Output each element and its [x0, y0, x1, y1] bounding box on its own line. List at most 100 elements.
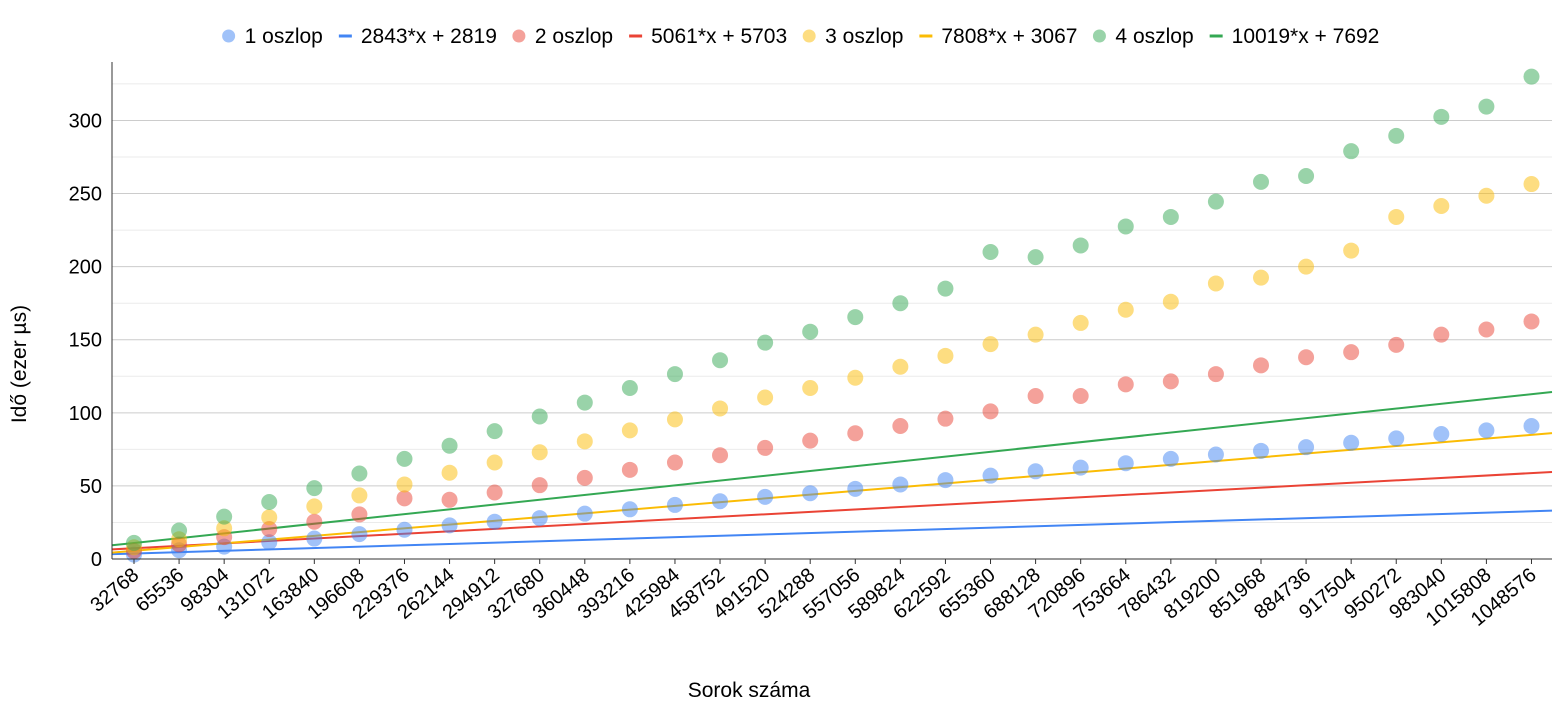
data-point	[486, 423, 503, 440]
data-point	[396, 476, 413, 493]
x-tick-label: 65536	[132, 564, 189, 617]
data-point	[1117, 455, 1134, 472]
data-point	[621, 422, 638, 439]
data-point	[847, 369, 864, 386]
data-point	[1162, 208, 1179, 225]
legend-item-trendline: 10019*x + 7692	[1209, 25, 1379, 48]
legend-label: 5061*x + 5703	[651, 25, 787, 48]
y-tick-label: 200	[69, 257, 102, 279]
data-point	[1117, 218, 1134, 235]
data-point	[1253, 357, 1269, 374]
data-point	[1162, 450, 1179, 467]
data-point	[621, 379, 638, 396]
x-axis-title: Sorok száma	[688, 679, 811, 702]
legend-item-series: 4 oszlop	[1092, 25, 1194, 48]
legend-marker	[1092, 29, 1106, 43]
data-point	[441, 437, 458, 454]
data-points	[126, 68, 1540, 563]
data-point	[802, 432, 819, 449]
data-point	[712, 352, 729, 369]
y-tick-label: 50	[80, 476, 102, 498]
data-point	[576, 505, 593, 522]
data-point	[261, 534, 278, 551]
data-point	[216, 508, 233, 525]
legend-item-series: 3 oszlop	[802, 25, 903, 48]
gridlines	[112, 83, 1552, 523]
data-point	[441, 464, 458, 481]
data-point	[666, 411, 683, 428]
data-point	[1343, 143, 1360, 160]
trendline	[111, 391, 1553, 547]
data-point	[351, 487, 368, 504]
x-tick-label: 32768	[86, 564, 143, 617]
y-tick-label: 100	[69, 403, 102, 425]
data-point	[1478, 98, 1495, 115]
data-point	[1117, 301, 1134, 318]
data-point	[802, 379, 819, 396]
data-point	[306, 513, 323, 530]
data-point	[396, 521, 413, 538]
data-point	[126, 534, 142, 551]
data-point	[1207, 366, 1224, 383]
data-point	[1523, 417, 1540, 434]
data-point	[802, 323, 819, 340]
data-point	[937, 472, 954, 489]
data-point	[531, 510, 548, 527]
data-point	[712, 447, 729, 464]
data-point	[1117, 376, 1134, 393]
data-point	[216, 520, 233, 537]
legend-label: 2843*x + 2819	[361, 25, 497, 48]
data-point	[1298, 439, 1315, 456]
data-point	[1298, 258, 1315, 275]
legend-label: 1 oszlop	[245, 25, 323, 48]
trendline	[111, 470, 1553, 551]
data-point	[576, 433, 593, 450]
data-point	[1207, 275, 1224, 292]
data-point	[576, 394, 593, 411]
legend: 1 oszlop 2843*x + 2819 2 oszlop 5061*x + 57…	[222, 25, 1379, 48]
legend-label: 2 oszlop	[535, 25, 613, 48]
data-point	[982, 336, 999, 353]
data-point	[621, 501, 638, 518]
data-point	[712, 400, 729, 417]
data-point	[757, 334, 774, 351]
data-point	[847, 425, 864, 442]
data-point	[666, 366, 683, 383]
data-point	[1027, 326, 1044, 343]
data-point	[1388, 208, 1405, 225]
data-point	[441, 491, 458, 508]
data-point	[1388, 336, 1405, 353]
data-point	[486, 454, 503, 471]
data-point	[351, 526, 368, 543]
data-point	[982, 467, 999, 484]
y-tick-label: 0	[91, 549, 102, 571]
data-point	[802, 485, 819, 502]
data-point	[666, 454, 683, 471]
trendline	[111, 432, 1553, 554]
legend-item-series: 1 oszlop	[222, 25, 323, 48]
data-point	[531, 444, 548, 461]
legend-item-series: 2 oszlop	[512, 25, 613, 48]
legend-label: 4 oszlop	[1115, 25, 1193, 48]
data-point	[847, 309, 864, 326]
data-point	[666, 496, 683, 513]
data-point	[261, 493, 278, 510]
legend-label: 7808*x + 3067	[941, 25, 1077, 48]
data-point	[1027, 388, 1044, 405]
data-point	[1298, 168, 1315, 185]
data-point	[1027, 463, 1044, 480]
data-point	[1343, 434, 1360, 451]
data-point	[1298, 349, 1315, 366]
data-point	[892, 476, 909, 493]
legend-item-trendline: 7808*x + 3067	[919, 25, 1077, 48]
data-point	[1388, 127, 1405, 144]
data-point	[1478, 422, 1495, 439]
trendlines	[111, 391, 1553, 556]
data-point	[306, 530, 323, 547]
y-tick-labels: 0 50 100 150 200 250 300	[69, 110, 102, 571]
legend-item-trendline: 5061*x + 5703	[629, 25, 787, 48]
data-point	[306, 480, 323, 497]
data-point	[1433, 426, 1450, 443]
y-tick-label: 250	[69, 184, 102, 206]
